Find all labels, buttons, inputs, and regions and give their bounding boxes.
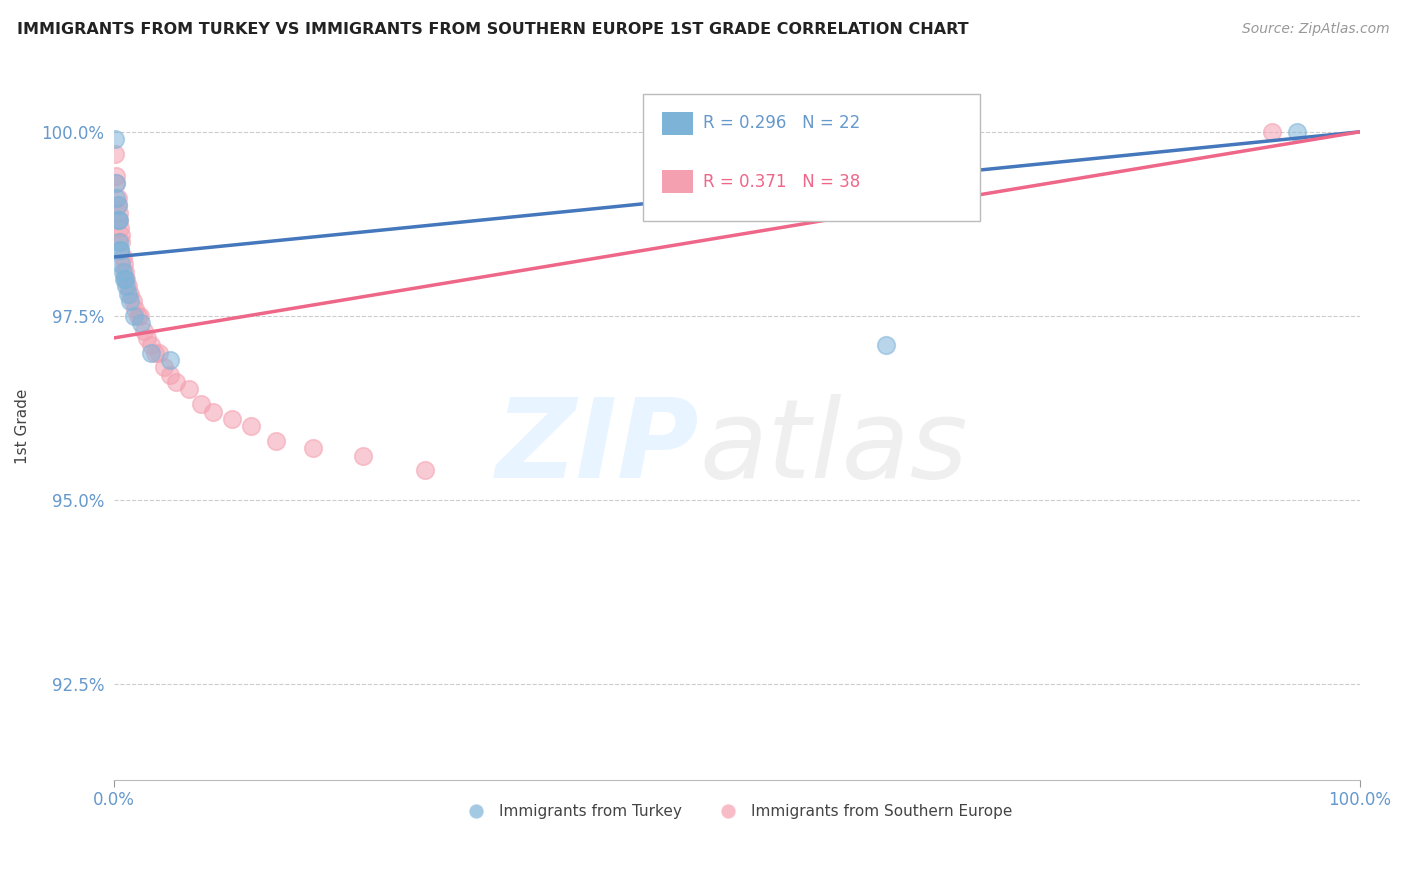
- Point: [114, 265, 136, 279]
- Point: [115, 272, 138, 286]
- Point: [141, 345, 163, 359]
- Point: [122, 309, 145, 323]
- Point: [118, 286, 141, 301]
- Bar: [643, 95, 980, 221]
- Point: [159, 353, 181, 368]
- Point: [159, 368, 181, 382]
- Point: [107, 198, 129, 212]
- Point: [105, 177, 128, 191]
- Text: IMMIGRANTS FROM TURKEY VS IMMIGRANTS FROM SOUTHERN EUROPE 1ST GRADE CORRELATION : IMMIGRANTS FROM TURKEY VS IMMIGRANTS FRO…: [17, 22, 969, 37]
- Point: [115, 279, 138, 293]
- Point: [117, 286, 139, 301]
- Point: [239, 419, 262, 434]
- Point: [413, 463, 436, 477]
- Y-axis label: 1st Grade: 1st Grade: [15, 389, 30, 464]
- Point: [108, 243, 131, 257]
- Point: [302, 442, 325, 456]
- Point: [105, 191, 128, 205]
- Text: R = 0.371   N = 38: R = 0.371 N = 38: [703, 173, 860, 191]
- Point: [114, 272, 136, 286]
- Point: [108, 235, 131, 250]
- Point: [104, 147, 127, 161]
- Point: [165, 375, 187, 389]
- Point: [107, 191, 129, 205]
- Point: [221, 412, 243, 426]
- Point: [190, 397, 212, 411]
- Point: [110, 257, 132, 271]
- Point: [141, 338, 163, 352]
- Point: [104, 132, 127, 146]
- Point: [108, 206, 131, 220]
- Point: [112, 272, 135, 286]
- Point: [108, 213, 131, 227]
- Point: [112, 257, 135, 271]
- Text: Source: ZipAtlas.com: Source: ZipAtlas.com: [1241, 22, 1389, 37]
- Bar: [662, 170, 693, 194]
- Point: [107, 198, 129, 212]
- Text: R = 0.296   N = 22: R = 0.296 N = 22: [703, 114, 860, 132]
- Point: [129, 309, 152, 323]
- Point: [111, 250, 134, 264]
- Point: [118, 294, 141, 309]
- Point: [202, 404, 225, 418]
- Point: [177, 383, 200, 397]
- Legend: Immigrants from Turkey, Immigrants from Southern Europe: Immigrants from Turkey, Immigrants from …: [456, 797, 1018, 825]
- Point: [1286, 125, 1309, 139]
- Point: [105, 169, 128, 183]
- Point: [129, 316, 152, 330]
- Text: ZIP: ZIP: [496, 394, 699, 501]
- Point: [108, 213, 131, 227]
- Point: [107, 213, 129, 227]
- Point: [105, 177, 128, 191]
- Point: [124, 301, 146, 316]
- Point: [111, 265, 134, 279]
- Point: [108, 243, 131, 257]
- Point: [264, 434, 287, 448]
- Point: [132, 324, 155, 338]
- Point: [352, 449, 374, 463]
- Point: [110, 235, 132, 250]
- Bar: [662, 112, 693, 135]
- Point: [875, 338, 897, 352]
- Point: [117, 279, 139, 293]
- Point: [108, 220, 131, 235]
- Point: [1261, 125, 1284, 139]
- Point: [110, 227, 132, 242]
- Text: atlas: atlas: [699, 394, 967, 501]
- Point: [143, 345, 166, 359]
- Point: [127, 309, 149, 323]
- Point: [136, 331, 159, 345]
- Point: [148, 345, 170, 359]
- Point: [152, 360, 174, 375]
- Point: [121, 294, 143, 309]
